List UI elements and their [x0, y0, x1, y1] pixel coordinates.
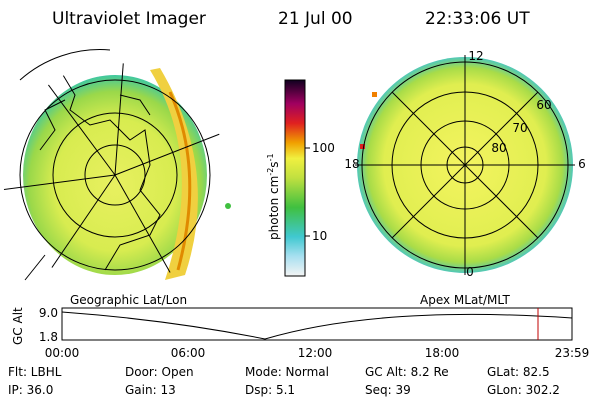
colorbar-tick: 100 [312, 141, 335, 155]
colorbar: 100 10 photon cm-2s-1 [266, 79, 335, 277]
date: 21 Jul 00 [278, 9, 353, 29]
info-field: Mode: Normal [245, 365, 329, 379]
info-panel: Flt: LBHL Door: Open Mode: Normal GC Alt: 8… [8, 365, 560, 397]
mlat-label: 60 [536, 98, 551, 112]
y-tick-label: 9.0 [39, 306, 58, 320]
plot-title: Apex MLat/MLT [420, 293, 510, 307]
mlt-label: 6 [578, 157, 586, 171]
axis-label: GC Alt [11, 307, 25, 345]
info-field: IP: 36.0 [8, 383, 53, 397]
info-field: Gain: 13 [125, 383, 176, 397]
mlat-label: 70 [512, 121, 527, 135]
info-field: GLat: 82.5 [487, 365, 550, 379]
exponent: -1 [266, 153, 275, 161]
colorbar-label: photon cm-2s-1 [266, 153, 281, 240]
mlt-label: 18 [344, 157, 359, 171]
colorbar-tick: 10 [312, 229, 327, 243]
info-field: Door: Open [125, 365, 194, 379]
info-field: Flt: LBHL [8, 365, 62, 379]
x-tick-label: 12:00 [298, 346, 333, 360]
x-tick-label: 23:59 [555, 346, 590, 360]
x-tick-label: 00:00 [45, 346, 80, 360]
x-tick-label: 18:00 [425, 346, 460, 360]
geographic-image [3, 49, 231, 287]
info-field: Dsp: 5.1 [245, 383, 295, 397]
title: Ultraviolet Imager [52, 9, 206, 29]
info-field: GC Alt: 8.2 Re [365, 365, 449, 379]
x-tick-label: 06:00 [171, 346, 206, 360]
exponent: -2 [266, 168, 275, 176]
mlat-label: 80 [491, 141, 506, 155]
unit: s [267, 161, 281, 167]
polar-image: 12 18 6 0 60 70 80 [344, 49, 585, 279]
mlt-label: 12 [468, 49, 483, 63]
info-field: GLon: 302.2 [487, 383, 560, 397]
info-field: Seq: 39 [365, 383, 411, 397]
mlt-label: 0 [466, 265, 474, 279]
unit: photon cm [267, 176, 281, 240]
y-tick-label: 1.8 [39, 330, 58, 344]
plot-title: Geographic Lat/Lon [70, 293, 187, 307]
time: 22:33:06 UT [425, 9, 530, 29]
altitude-plot: Geographic Lat/Lon Apex MLat/MLT GC Alt … [11, 293, 589, 360]
